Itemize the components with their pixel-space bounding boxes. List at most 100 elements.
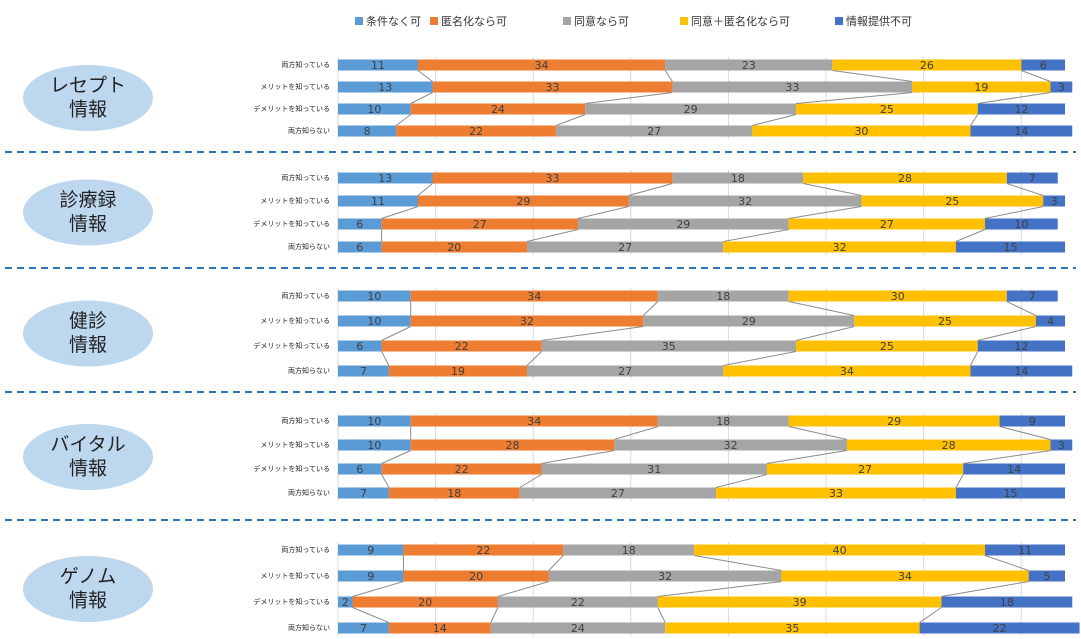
value-label: 33 xyxy=(785,81,799,94)
bar-segment xyxy=(338,596,353,608)
legend-swatch xyxy=(563,17,571,25)
group-badge xyxy=(23,65,153,131)
bar-segment xyxy=(788,415,1000,427)
series-line xyxy=(577,206,629,219)
bar-segment xyxy=(657,290,789,302)
category-label: メリットを知っている xyxy=(260,82,330,91)
series-line xyxy=(410,92,433,104)
series-line xyxy=(984,206,1044,219)
series-line xyxy=(381,326,411,341)
value-label: 3 xyxy=(1058,439,1065,452)
value-label: 22 xyxy=(455,340,469,353)
value-label: 14 xyxy=(433,622,447,635)
value-label: 27 xyxy=(611,487,625,500)
category-label: メリットを知っている xyxy=(260,316,330,325)
value-label: 27 xyxy=(880,218,894,231)
value-label: 10 xyxy=(367,290,381,303)
bar-segment xyxy=(338,103,411,115)
value-label: 25 xyxy=(880,340,894,353)
series-line xyxy=(788,206,862,219)
value-label: 19 xyxy=(451,365,465,378)
bar-segment xyxy=(672,172,804,184)
value-label: 22 xyxy=(455,463,469,476)
bar-segment xyxy=(410,415,658,427)
bar-segment xyxy=(672,81,913,93)
value-label: 32 xyxy=(833,241,847,254)
bar-segment xyxy=(766,463,964,475)
series-line xyxy=(381,351,390,366)
value-label: 27 xyxy=(618,241,632,254)
value-label: 27 xyxy=(647,125,661,138)
bar-segment xyxy=(338,463,382,475)
value-label: 22 xyxy=(476,544,490,557)
bar-segment xyxy=(643,315,855,327)
series-line xyxy=(984,555,1029,571)
bar-segment xyxy=(912,81,1051,93)
series-line xyxy=(970,114,979,126)
bar-segment xyxy=(338,125,397,137)
bar-segment xyxy=(527,241,724,253)
bar-segment xyxy=(832,59,1022,71)
value-label: 39 xyxy=(793,596,807,609)
value-label: 6 xyxy=(356,340,363,353)
bar-segment xyxy=(665,59,833,71)
value-label: 28 xyxy=(942,439,956,452)
bar-segment xyxy=(985,218,1058,230)
value-label: 25 xyxy=(880,103,894,116)
series-line xyxy=(657,581,782,597)
value-label: 11 xyxy=(1018,544,1032,557)
bar-segment xyxy=(657,596,942,608)
series-line xyxy=(664,70,673,82)
value-label: 6 xyxy=(1040,59,1047,72)
bar-segment xyxy=(1021,59,1065,71)
value-label: 4 xyxy=(1047,315,1054,328)
category-label: デメリットを知っている xyxy=(253,104,330,113)
bar-segment xyxy=(723,241,956,253)
legend-label: 情報提供不可 xyxy=(846,14,912,28)
value-label: 27 xyxy=(858,463,872,476)
value-label: 30 xyxy=(854,125,868,138)
value-label: 22 xyxy=(571,596,585,609)
bar-segment xyxy=(577,218,789,230)
value-label: 24 xyxy=(491,103,505,116)
series-line xyxy=(555,114,586,126)
value-label: 28 xyxy=(898,172,912,185)
series-line xyxy=(752,114,797,126)
bar-segment xyxy=(403,570,549,582)
bar-segment xyxy=(388,365,528,377)
bar-segment xyxy=(338,415,411,427)
bar-segment xyxy=(432,81,673,93)
bar-segment xyxy=(338,195,418,207)
series-line xyxy=(352,581,404,597)
bar-segment xyxy=(338,241,382,253)
bar-segment xyxy=(657,415,789,427)
bar-segment xyxy=(519,487,717,499)
bar-segment xyxy=(803,172,1007,184)
series-line xyxy=(970,351,979,366)
bar-segment xyxy=(919,622,1080,634)
value-label: 9 xyxy=(1029,415,1036,428)
series-line xyxy=(395,114,412,126)
bar-segment xyxy=(338,544,404,556)
bar-segment xyxy=(381,218,578,230)
bar-segment xyxy=(410,103,586,115)
value-label: 20 xyxy=(447,241,461,254)
legend-swatch xyxy=(355,17,363,25)
bar-segment xyxy=(846,439,1051,451)
value-label: 34 xyxy=(898,570,912,583)
value-label: 24 xyxy=(571,622,585,635)
bar-segment xyxy=(788,218,986,230)
bar-segment xyxy=(410,315,644,327)
category-label: 両方知らない xyxy=(288,623,330,632)
series-line xyxy=(519,474,542,488)
bar-segment xyxy=(541,463,767,475)
bar-segment xyxy=(338,59,418,71)
value-label: 18 xyxy=(1000,596,1014,609)
value-label: 18 xyxy=(447,487,461,500)
value-label: 15 xyxy=(1003,241,1017,254)
series-line xyxy=(526,229,579,242)
bar-segment xyxy=(432,172,673,184)
bar-segment xyxy=(585,103,797,115)
value-label: 18 xyxy=(731,172,745,185)
value-label: 25 xyxy=(945,195,959,208)
